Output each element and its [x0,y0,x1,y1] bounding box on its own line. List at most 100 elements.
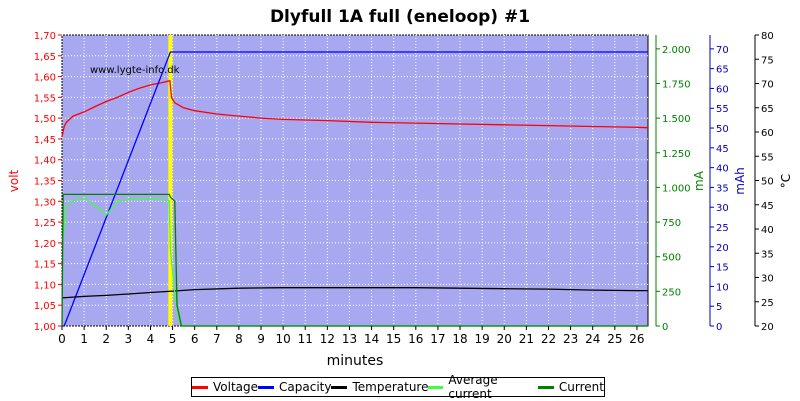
x-tick-label: 11 [298,332,313,346]
x-tick-label: 26 [629,332,644,346]
x-tick-label: 2 [102,332,110,346]
x-tick-label: 7 [213,332,221,346]
temp-tick-label: 20 [761,322,774,333]
volt-tick-label: 1,15 [34,260,56,271]
x-tick-label: 14 [364,332,379,346]
ma-tick-label: 1.000 [662,183,691,194]
x-tick-label: 23 [563,332,578,346]
mah-tick-label: 0 [716,322,722,333]
volt-tick-label: 1,20 [34,239,56,250]
legend-swatch-voltage [192,385,208,389]
volt-tick-label: 1,45 [34,135,56,146]
mah-tick-label: 15 [716,263,729,274]
x-tick-label: 18 [452,332,467,346]
x-tick-label: 0 [58,332,66,346]
legend-item-capacity: Capacity [258,380,331,394]
volt-tick-label: 1,10 [34,280,56,291]
mah-axis-label: mAh [733,167,747,195]
legend-swatch-capacity [258,385,275,389]
volt-tick-label: 1,35 [34,177,56,188]
x-tick-label: 16 [408,332,423,346]
mah-tick-label: 35 [716,183,729,194]
mah-tick-label: 50 [716,124,729,135]
series-line-temperature [61,287,648,299]
x-axis-label: minutes [327,353,384,369]
x-tick-label: 17 [430,332,445,346]
x-tick-label: 9 [257,332,265,346]
x-tick-label: 15 [386,332,401,346]
legend-label-temperature: Temperature [352,380,429,394]
volt-tick-label: 1,00 [34,322,56,333]
volt-tick-label: 1,30 [34,197,56,208]
x-tick-label: 12 [320,332,335,346]
ma-tick-label: 1.500 [662,114,691,125]
axes-group: 0 1 2 3 4 5 6 7 8 9 10 11 12 13 14 15 16 17 18 19 20 21 22 23 24… [34,31,774,346]
x-tick-label: 3 [125,332,133,346]
legend-swatch-temperature [331,385,348,389]
mah-tick-label: 5 [716,302,722,313]
temp-tick-label: 65 [761,104,774,115]
legend-item-average-current: Average current [428,373,537,401]
ma-tick-label: 750 [662,218,681,229]
mah-tick-label: 65 [716,65,729,76]
volt-tick-label: 1,55 [34,93,56,104]
x-tick-label: 8 [235,332,243,346]
legend-swatch-average-current [428,385,444,389]
ma-tick-label: 500 [662,253,681,264]
temp-tick-label: 30 [761,274,774,285]
chart-title: Dlyfull 1A full (eneloop) #1 [270,7,530,27]
legend-label-average-current: Average current [448,373,498,401]
ma-axis-label: mA [692,170,706,191]
ma-tick-label: 0 [662,322,668,333]
temp-tick-label: 45 [761,201,774,212]
x-tick-label: 6 [191,332,199,346]
mah-tick-label: 30 [716,203,729,214]
series-line-voltage [61,79,649,137]
legend-label-capacity: Capacity [279,380,332,394]
temp-tick-label: 70 [761,80,774,91]
x-tick-label: 24 [585,332,600,346]
temp-tick-label: 50 [761,177,774,188]
x-tick-label: 1 [80,332,88,346]
volt-tick-label: 1,70 [34,31,56,42]
volt-tick-label: 1,25 [34,218,56,229]
volt-axis-label: volt [7,169,21,192]
legend-item-temperature: Temperature [331,380,428,394]
volt-tick-label: 1,65 [34,52,56,63]
ma-tick-label: 1.250 [662,149,691,160]
series-group [61,35,649,327]
temp-tick-label: 25 [761,298,774,309]
x-tick-label: 4 [147,332,155,346]
watermark: www.lygte-info.dk [90,65,180,76]
volt-tick-label: 1,40 [34,156,56,167]
x-tick-label: 25 [607,332,622,346]
legend-item-current: Current [537,380,604,394]
x-tick-label: 13 [342,332,357,346]
ma-tick-label: 1.750 [662,80,691,91]
legend-label-current: Current [558,380,604,394]
ma-tick-label: 2.000 [662,45,691,56]
series-line-capacity [62,51,648,327]
mah-tick-label: 40 [716,164,729,175]
volt-tick-label: 1,50 [34,114,56,125]
x-tick-label: 21 [519,332,534,346]
x-tick-label: 19 [475,332,490,346]
mah-tick-label: 20 [716,243,729,254]
grid-lines [61,34,648,327]
mah-tick-label: 25 [716,223,729,234]
legend-label-voltage: Voltage [213,380,259,394]
temp-tick-label: 55 [761,152,774,163]
x-tick-label: 10 [275,332,290,346]
ma-tick-label: 250 [662,287,681,298]
temp-tick-label: 75 [761,55,774,66]
legend-swatch-current [537,385,554,389]
mah-tick-label: 10 [716,282,729,293]
series-line-current [61,193,648,327]
temp-tick-label: 35 [761,249,774,260]
temp-tick-label: 60 [761,128,774,139]
mah-tick-label: 45 [716,144,729,155]
x-tick-label: 22 [541,332,556,346]
legend: Voltage Capacity Temperature Average cur… [191,373,605,401]
series-line-average-current [61,197,648,327]
